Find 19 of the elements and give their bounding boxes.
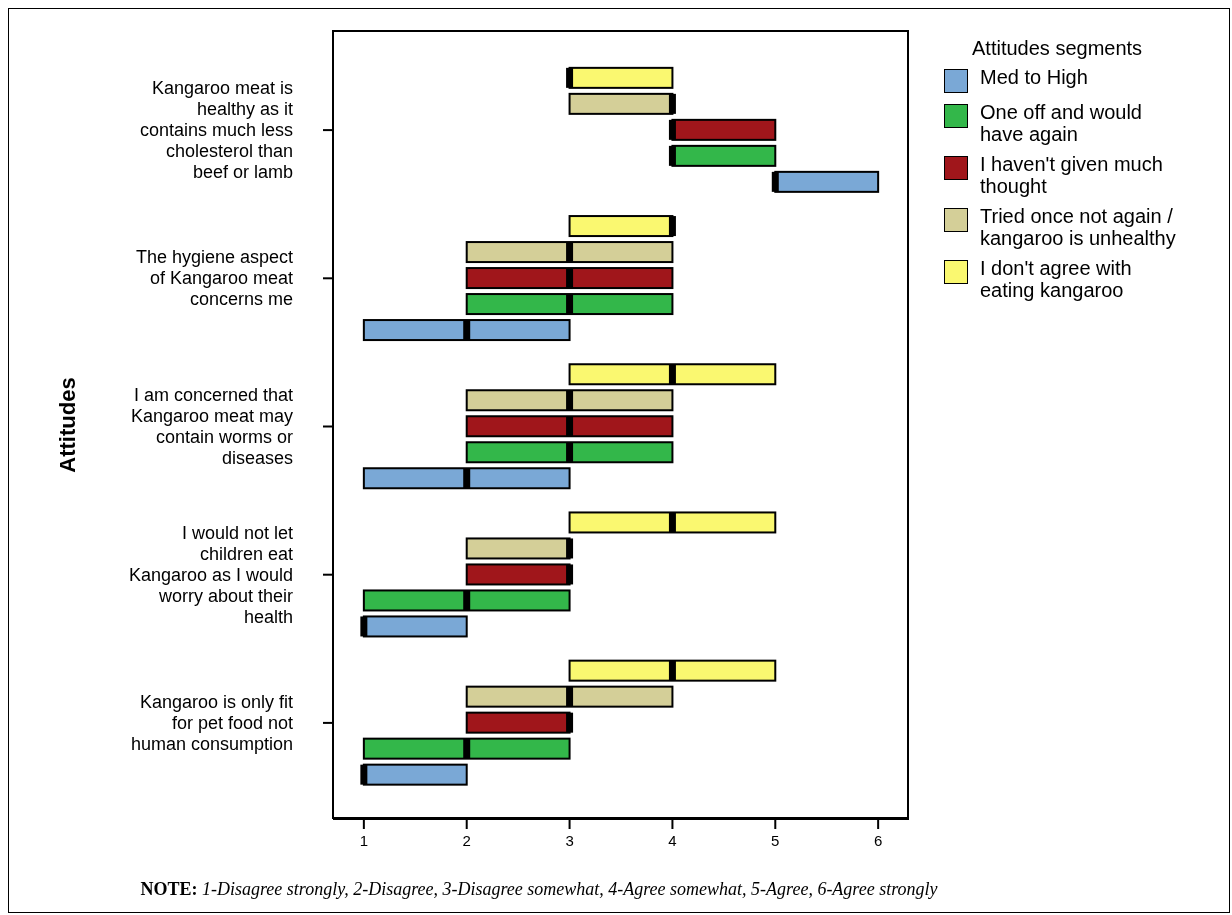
- y-tick-label: The hygiene aspect of Kangaroo meat concerns me: [135, 247, 293, 310]
- y-tick-label: Kangaroo meat is healthy as it contains much less cholesterol than beef or lamb: [139, 78, 293, 183]
- x-tick-label: 1: [359, 831, 369, 849]
- y-tick-label: Kangaroo is only fit for pet food not human consumption: [130, 691, 293, 754]
- legend-label: Med to High: [980, 66, 1088, 88]
- y-axis-title: Attitudes: [54, 377, 80, 473]
- x-tick-label: 3: [565, 831, 574, 849]
- x-tick-label: 4: [668, 831, 677, 849]
- x-tick-label: 6: [873, 831, 883, 849]
- y-tick-label: I am concerned that Kangaroo meat may contain worms or diseases: [130, 385, 293, 468]
- legend-title: Attitudes segments: [972, 37, 1144, 60]
- x-tick-label: 5: [771, 831, 780, 849]
- text: NOTE: 1-Disagree strongly, 2-Disagree, 3-Disagree somewhat, 4-Agree somewhat, 5-Agree, 6-Agree strongly: [140, 879, 938, 899]
- x-tick-label: 2: [462, 831, 471, 849]
- legend-label: One off and would have again: [980, 101, 1143, 145]
- y-tick-label: I would not let children eat Kangaroo as I would worry about their health: [128, 522, 293, 627]
- legend-label: Tried once not again / kangaroo is unhealthy: [980, 205, 1177, 249]
- legend-label: I haven't given much thought: [980, 153, 1164, 197]
- legend-label: I don't agree with eating kangaroo: [980, 257, 1133, 301]
